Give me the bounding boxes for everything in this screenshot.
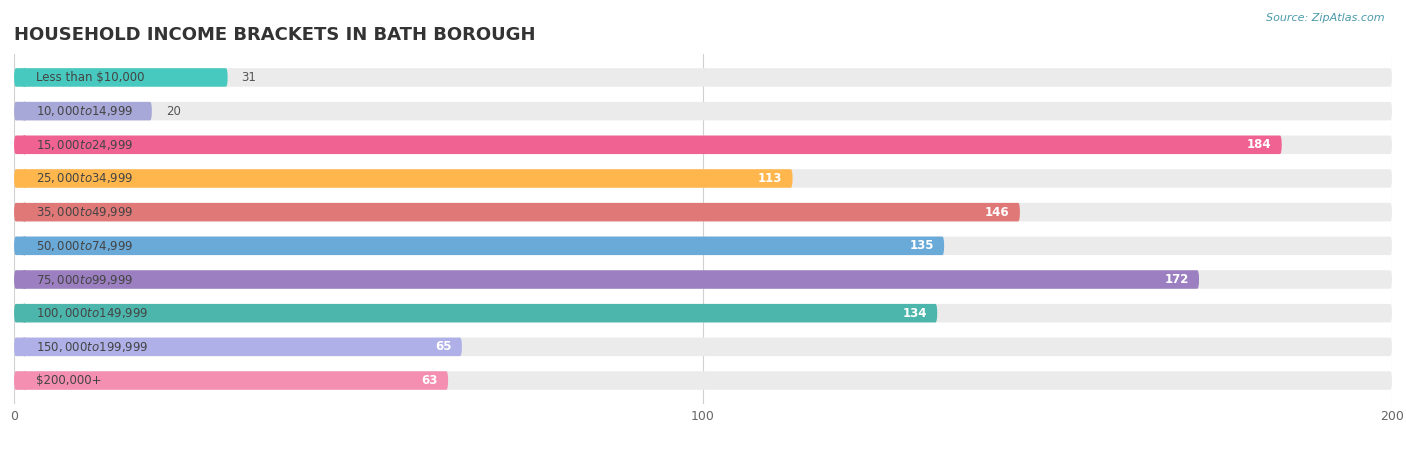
Circle shape [22,170,27,187]
Text: $200,000+: $200,000+ [37,374,101,387]
FancyBboxPatch shape [14,169,1392,188]
FancyBboxPatch shape [14,237,1392,255]
FancyBboxPatch shape [14,237,945,255]
FancyBboxPatch shape [14,338,1392,356]
FancyBboxPatch shape [14,371,449,390]
Text: 146: 146 [986,206,1010,219]
FancyBboxPatch shape [14,169,793,188]
Text: 63: 63 [422,374,437,387]
FancyBboxPatch shape [14,338,463,356]
Text: 172: 172 [1164,273,1188,286]
Text: 184: 184 [1247,138,1271,151]
FancyBboxPatch shape [14,371,1392,390]
Text: $75,000 to $99,999: $75,000 to $99,999 [37,273,134,286]
FancyBboxPatch shape [14,102,1392,120]
Circle shape [22,136,27,154]
Text: $150,000 to $199,999: $150,000 to $199,999 [37,340,149,354]
Circle shape [22,304,27,322]
Text: $35,000 to $49,999: $35,000 to $49,999 [37,205,134,219]
Circle shape [22,271,27,288]
FancyBboxPatch shape [14,136,1392,154]
FancyBboxPatch shape [14,270,1392,289]
Text: 135: 135 [910,239,934,252]
FancyBboxPatch shape [14,304,938,322]
Circle shape [22,102,27,120]
FancyBboxPatch shape [14,203,1019,221]
FancyBboxPatch shape [14,102,152,120]
Text: $25,000 to $34,999: $25,000 to $34,999 [37,172,134,185]
Text: 113: 113 [758,172,782,185]
FancyBboxPatch shape [14,68,228,87]
Circle shape [22,69,27,86]
Circle shape [22,237,27,255]
FancyBboxPatch shape [14,203,1392,221]
Text: Less than $10,000: Less than $10,000 [37,71,145,84]
FancyBboxPatch shape [14,270,1199,289]
Text: $50,000 to $74,999: $50,000 to $74,999 [37,239,134,253]
Text: Source: ZipAtlas.com: Source: ZipAtlas.com [1267,13,1385,23]
Text: 134: 134 [903,307,927,320]
Text: $100,000 to $149,999: $100,000 to $149,999 [37,306,149,320]
Circle shape [22,338,27,356]
Circle shape [22,203,27,221]
Text: $15,000 to $24,999: $15,000 to $24,999 [37,138,134,152]
Text: HOUSEHOLD INCOME BRACKETS IN BATH BOROUGH: HOUSEHOLD INCOME BRACKETS IN BATH BOROUG… [14,26,536,44]
FancyBboxPatch shape [14,304,1392,322]
Text: 20: 20 [166,105,180,118]
FancyBboxPatch shape [14,136,1282,154]
Text: 31: 31 [242,71,256,84]
Text: $10,000 to $14,999: $10,000 to $14,999 [37,104,134,118]
Text: 65: 65 [434,340,451,353]
FancyBboxPatch shape [14,68,1392,87]
Circle shape [22,372,27,389]
